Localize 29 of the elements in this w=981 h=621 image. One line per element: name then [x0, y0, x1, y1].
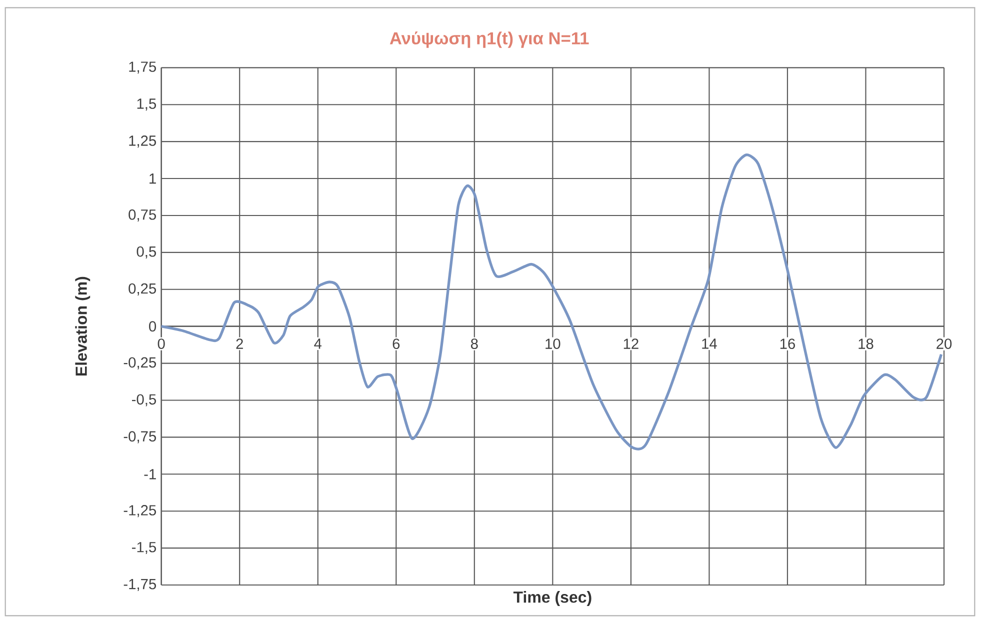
x-tick-label: 0: [158, 338, 165, 349]
chart-title: Ανύψωση η1(t) για N=11: [390, 31, 589, 48]
x-tick-label: 12: [624, 338, 638, 349]
y-tick-label: 0,75: [128, 209, 156, 222]
y-tick-label: -0,75: [124, 431, 156, 444]
y-tick-label: -1,75: [124, 579, 156, 591]
y-tick-label: -0,25: [124, 357, 156, 370]
x-tick-label: 8: [470, 338, 478, 349]
y-tick-label: 1,5: [137, 98, 156, 111]
y-tick-label: -1,25: [124, 505, 156, 518]
y-tick-label: -0,5: [132, 394, 156, 406]
y-tick-label: -1: [144, 469, 156, 480]
y-axis-title: Elevation (m): [75, 276, 90, 376]
y-tick-label: 1: [150, 173, 156, 184]
x-axis-title: Time (sec): [513, 591, 592, 606]
x-tick-label: 10: [546, 338, 560, 349]
x-tick-label: 20: [936, 338, 952, 349]
y-tick-label: -1,5: [132, 542, 156, 554]
x-tick-label: 6: [392, 338, 400, 349]
y-tick-label: 1,25: [129, 136, 156, 148]
x-tick-label: 14: [702, 338, 717, 349]
x-tick-label: 4: [314, 338, 322, 349]
x-tick-label: 18: [858, 338, 874, 349]
y-tick-label: 0,5: [136, 246, 156, 258]
y-tick-label: 0,25: [128, 283, 156, 296]
y-tick-label: 0: [149, 321, 156, 332]
y-tick-label: 1,75: [129, 62, 156, 74]
x-tick-label: 16: [780, 338, 795, 349]
x-tick-label: 2: [236, 338, 243, 349]
